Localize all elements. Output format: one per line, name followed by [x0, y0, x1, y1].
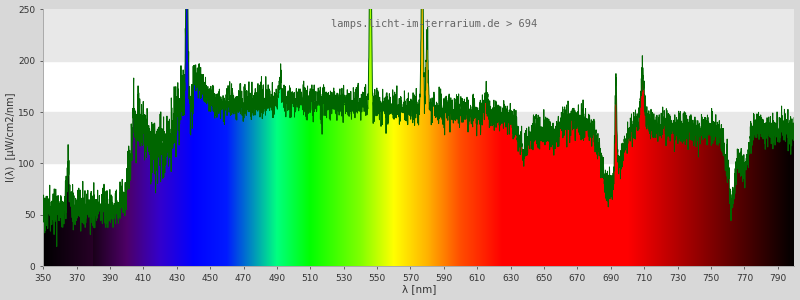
Y-axis label: I(λ)  [µW/cm2/nm]: I(λ) [µW/cm2/nm]: [6, 93, 15, 182]
Bar: [43, 215, 794, 266]
X-axis label: λ [nm]: λ [nm]: [402, 284, 436, 294]
Text: lamps.licht-im-terrarium.de > 694: lamps.licht-im-terrarium.de > 694: [330, 19, 537, 29]
Bar: [43, 112, 794, 164]
Bar: [43, 9, 794, 61]
